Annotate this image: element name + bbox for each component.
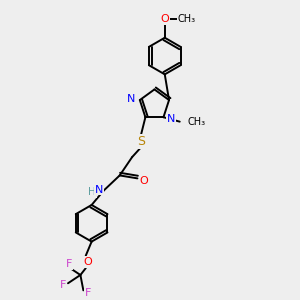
- Text: N: N: [167, 114, 176, 124]
- Text: O: O: [84, 257, 92, 267]
- Text: S: S: [137, 135, 145, 148]
- Text: O: O: [140, 176, 148, 186]
- Text: CH₃: CH₃: [178, 14, 196, 24]
- Text: N: N: [127, 94, 136, 103]
- Text: F: F: [65, 259, 72, 269]
- Text: F: F: [85, 288, 91, 298]
- Text: O: O: [160, 14, 169, 24]
- Text: H: H: [88, 187, 96, 197]
- Text: CH₃: CH₃: [188, 117, 206, 127]
- Text: N: N: [95, 184, 103, 195]
- Text: F: F: [60, 280, 67, 290]
